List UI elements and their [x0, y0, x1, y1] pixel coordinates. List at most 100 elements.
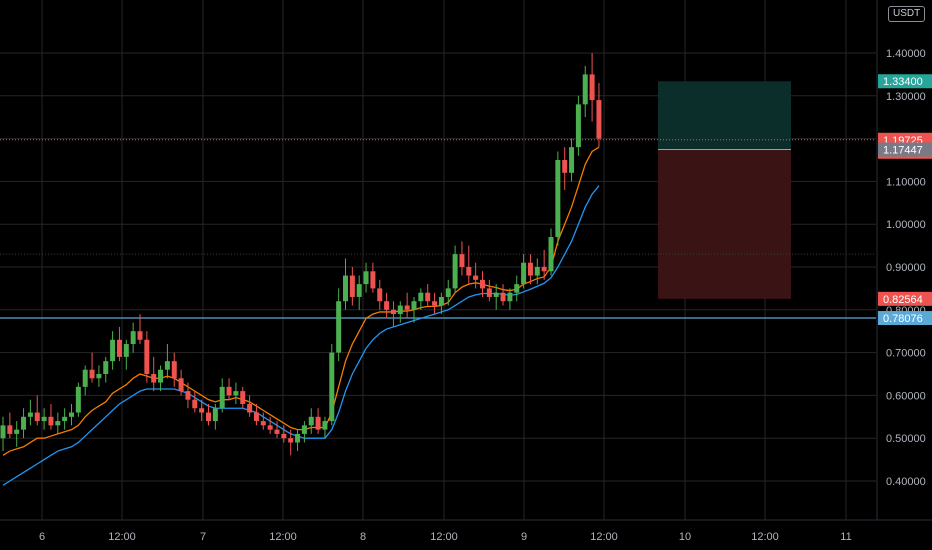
candle — [514, 275, 520, 302]
candle — [322, 416, 328, 439]
candle — [253, 403, 259, 426]
candle — [260, 412, 266, 430]
candle — [349, 267, 355, 306]
x-tick-label: 6 — [39, 531, 45, 543]
price-axis[interactable]: 0.400000.500000.600000.700000.800000.900… — [876, 0, 932, 550]
candle-body — [308, 416, 314, 426]
candle — [75, 382, 81, 417]
candle-body — [0, 425, 6, 439]
position-zones[interactable] — [658, 81, 791, 299]
candle-body — [425, 292, 431, 302]
candle-body — [459, 254, 465, 267]
candle — [14, 421, 20, 447]
candle — [7, 412, 13, 439]
candle-body — [569, 147, 575, 173]
candle-body — [233, 391, 239, 396]
candle — [390, 301, 396, 327]
candle-body — [295, 433, 301, 443]
candle — [596, 82, 602, 148]
candle-body — [116, 339, 122, 357]
candle-body — [192, 399, 198, 409]
candle — [233, 382, 239, 404]
x-tick-label: 12:00 — [590, 531, 618, 543]
candle-body — [21, 416, 27, 430]
candles — [0, 53, 602, 456]
candle — [480, 271, 485, 297]
candle-body — [438, 296, 444, 306]
candle-body — [253, 412, 259, 422]
price-tag-label: 0.78076 — [883, 313, 923, 325]
candle — [219, 378, 225, 413]
candle — [34, 395, 40, 426]
candle-body — [69, 412, 74, 417]
candle — [288, 429, 294, 456]
candle-body — [514, 284, 520, 293]
x-tick-label: 11 — [840, 531, 851, 543]
candle — [507, 288, 513, 310]
candle-body — [486, 288, 492, 297]
candle — [274, 421, 280, 439]
candle-body — [62, 416, 68, 422]
candle-body — [301, 425, 307, 434]
candle — [116, 326, 122, 362]
x-tick-label: 12:00 — [108, 531, 136, 543]
candle — [82, 365, 88, 396]
candle — [418, 288, 424, 310]
candle — [432, 292, 438, 315]
candle-body — [144, 339, 150, 374]
candle — [473, 262, 479, 289]
price-tag-bg — [878, 311, 932, 326]
candle — [89, 352, 95, 383]
candle — [247, 395, 253, 417]
stop-zone — [658, 149, 791, 299]
price-axis-bg — [877, 0, 932, 550]
currency-badge[interactable]: USDT — [888, 6, 926, 22]
candle-body — [55, 421, 61, 426]
candle — [575, 95, 581, 156]
price-tag-label: 0.82564 — [883, 294, 923, 306]
x-tick-label: 10 — [679, 531, 691, 543]
candle — [562, 147, 568, 190]
candle — [130, 322, 136, 353]
candle — [411, 296, 417, 323]
candle-body — [178, 378, 184, 392]
candle — [356, 275, 362, 310]
y-tick-label: 0.40000 — [886, 476, 926, 488]
time-axis[interactable]: 6 12:00 7 12:00 8 12:00 9 12:00 10 12:00 11 — [0, 519, 932, 550]
candle — [137, 314, 143, 345]
price-tag-bg — [878, 142, 932, 157]
candle — [62, 408, 68, 430]
ema-fast-line — [2, 146, 600, 456]
candle-body — [96, 374, 102, 379]
candle — [569, 138, 575, 182]
candle-body — [432, 301, 438, 306]
candle-body — [418, 292, 424, 302]
candle-body — [336, 301, 342, 353]
candle-body — [123, 344, 129, 357]
price-tag-bg — [878, 291, 932, 306]
ema-slow-line — [2, 185, 600, 486]
candle-body — [206, 412, 211, 422]
candle-body — [343, 275, 348, 302]
candle-body — [356, 284, 362, 297]
candle-body — [27, 412, 33, 417]
candle — [199, 399, 205, 422]
candle-body — [185, 391, 191, 400]
candle — [370, 262, 376, 293]
candle — [534, 258, 540, 285]
candle — [377, 279, 383, 310]
y-tick-label: 1.40000 — [886, 48, 926, 60]
candle-body — [274, 429, 280, 434]
candle — [144, 331, 150, 383]
candle-body — [527, 262, 533, 276]
candle-body — [34, 412, 40, 422]
candle-body — [377, 288, 383, 302]
x-tick-label: 12:00 — [430, 531, 458, 543]
x-tick-label: 7 — [200, 531, 206, 543]
candle — [55, 412, 61, 434]
candle — [527, 254, 533, 285]
candle — [582, 65, 588, 118]
candle — [486, 279, 492, 302]
